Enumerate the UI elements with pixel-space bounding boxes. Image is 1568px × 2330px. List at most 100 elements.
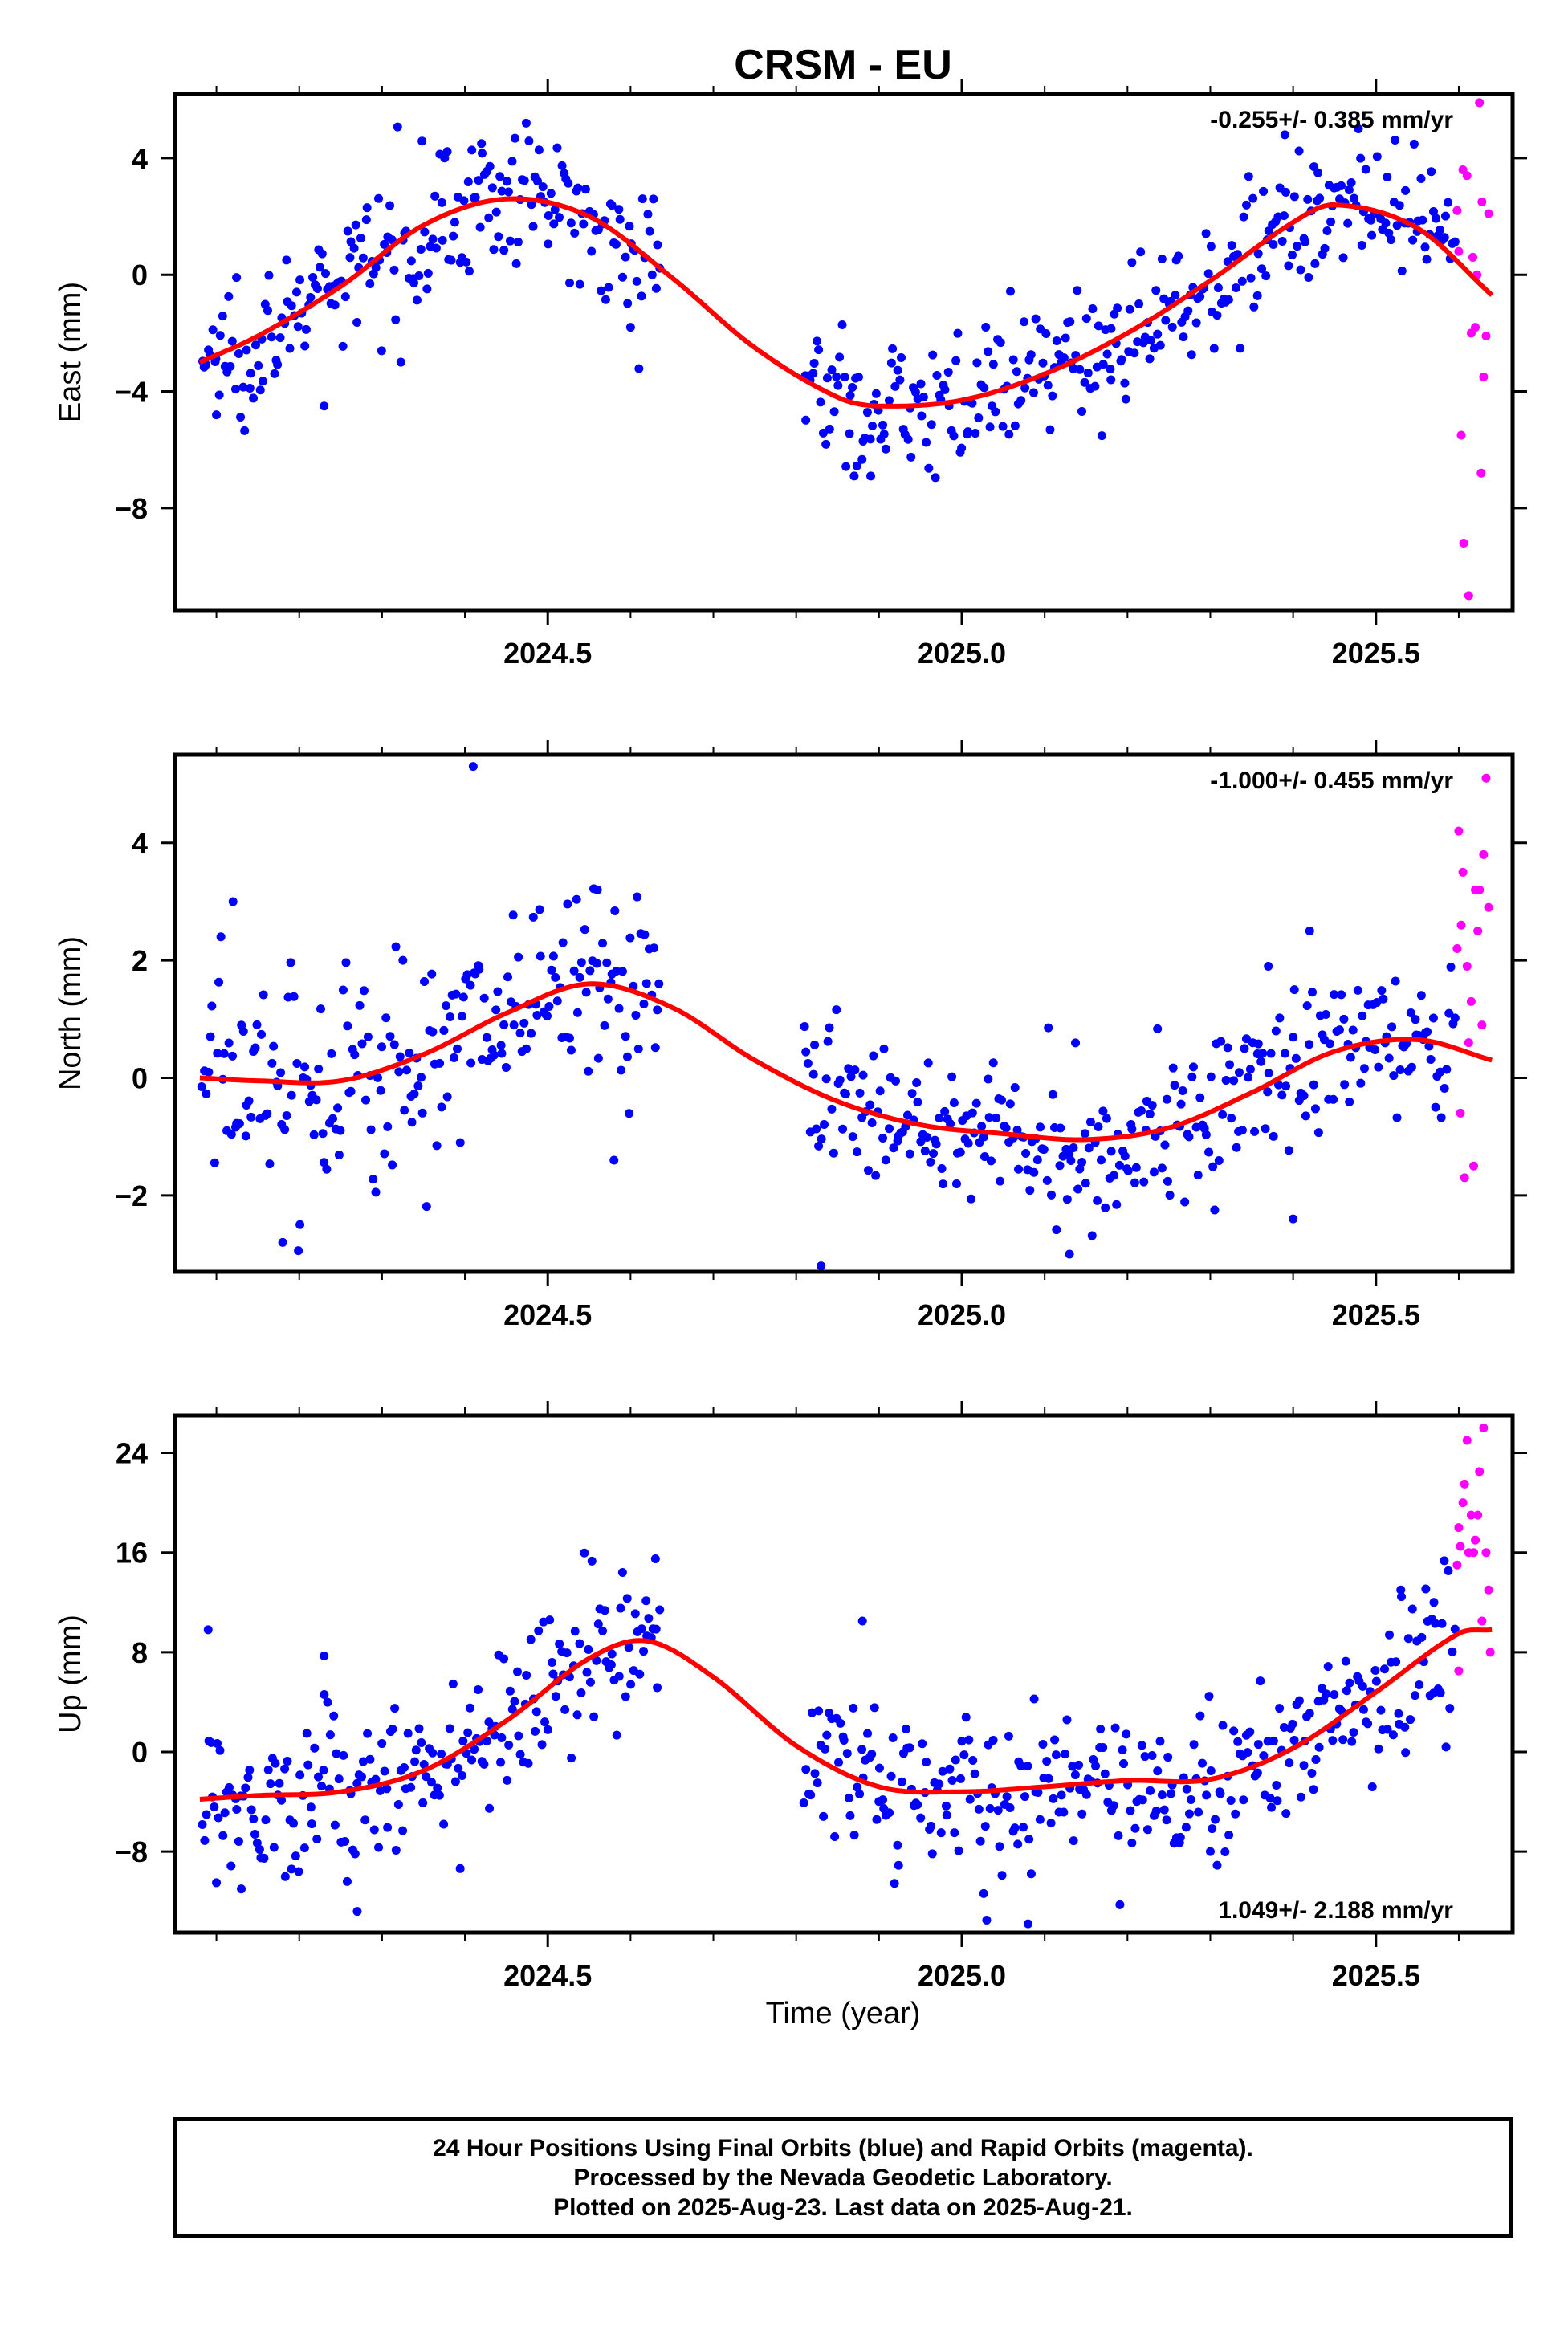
final-orbit-point — [269, 1041, 279, 1051]
final-orbit-point — [391, 942, 401, 951]
final-orbit-point — [830, 1831, 840, 1841]
final-orbit-point — [974, 413, 984, 422]
final-orbit-point — [910, 387, 920, 397]
x-tick-label: 2024.5 — [503, 1298, 592, 1331]
final-orbit-point — [855, 1789, 865, 1798]
final-orbit-point — [1310, 259, 1320, 268]
final-orbit-point — [511, 259, 521, 268]
panel-north: 2024.5 2025.0 2025.5 −2 0 2 4 North (mm) -1.000+… — [54, 740, 1527, 1331]
final-orbit-point — [1383, 1725, 1392, 1734]
final-orbit-point — [852, 1147, 861, 1157]
final-orbit-point — [1337, 181, 1346, 190]
final-orbit-point — [1328, 1736, 1338, 1745]
final-orbit-point — [832, 1005, 841, 1015]
final-orbit-point — [1016, 1762, 1026, 1771]
final-orbit-point — [1366, 215, 1375, 225]
final-orbit-point — [1187, 350, 1196, 360]
final-orbit-point — [893, 365, 902, 375]
final-orbit-point — [967, 1194, 976, 1204]
final-orbit-point — [615, 214, 625, 224]
final-orbit-point — [226, 361, 235, 371]
final-orbit-point — [1349, 1728, 1358, 1737]
final-orbit-point — [434, 1790, 444, 1800]
final-orbit-point — [467, 1755, 477, 1765]
final-orbit-point — [1130, 348, 1139, 358]
final-orbit-point — [342, 1876, 352, 1886]
final-orbit-point — [250, 1043, 260, 1053]
final-orbit-point — [801, 1765, 811, 1774]
rapid-orbit-point — [1485, 1648, 1495, 1657]
rapid-orbit-point — [1475, 98, 1485, 108]
rapid-orbit-point — [1476, 468, 1486, 478]
final-orbit-point — [564, 1033, 574, 1043]
final-orbit-point — [210, 1802, 219, 1811]
final-orbit-point — [814, 345, 824, 355]
final-orbit-point — [1181, 1823, 1191, 1832]
final-orbit-point — [1359, 1064, 1369, 1073]
final-orbit-point — [363, 1032, 373, 1041]
final-orbit-point — [373, 1073, 382, 1082]
final-orbit-point — [1441, 1742, 1451, 1752]
final-orbit-point — [493, 987, 503, 996]
final-orbit-point — [365, 279, 375, 288]
final-orbit-point — [377, 346, 386, 356]
final-orbit-point — [621, 252, 630, 262]
final-orbit-point — [406, 1782, 416, 1792]
final-orbit-point — [246, 1805, 256, 1815]
final-orbit-point — [1338, 1735, 1348, 1745]
final-orbit-point — [1146, 1786, 1155, 1795]
final-orbit-point — [227, 336, 237, 346]
final-orbit-point — [428, 1748, 438, 1758]
final-orbit-point — [1239, 1795, 1248, 1805]
final-orbit-point — [576, 1688, 586, 1697]
y-tick-label: 0 — [132, 259, 148, 291]
final-orbit-point — [215, 331, 225, 340]
final-orbit-point — [524, 136, 534, 146]
final-orbit-point — [1120, 378, 1130, 388]
final-orbit-point — [643, 210, 653, 219]
final-orbit-point — [513, 237, 523, 246]
final-orbit-point — [275, 1778, 284, 1788]
final-orbit-point — [967, 1108, 977, 1118]
final-orbit-point — [1167, 322, 1177, 332]
final-orbit-point — [1348, 1025, 1358, 1035]
final-orbit-point — [931, 1139, 941, 1149]
final-orbit-point — [267, 1058, 277, 1068]
final-orbit-point — [411, 1745, 421, 1755]
final-orbit-point — [265, 1159, 275, 1169]
final-orbit-point — [857, 1616, 867, 1626]
final-orbit-point — [617, 272, 627, 282]
final-orbit-point — [1361, 165, 1370, 174]
final-orbit-point — [393, 1800, 403, 1810]
final-orbit-point — [1277, 237, 1287, 246]
final-orbit-point — [501, 1063, 511, 1073]
final-orbit-point — [1106, 324, 1116, 333]
final-orbit-point — [1275, 1704, 1285, 1713]
final-orbit-point — [1020, 1792, 1030, 1802]
final-orbit-point — [810, 1769, 820, 1778]
final-orbit-point — [1138, 1795, 1147, 1805]
final-orbit-point — [570, 228, 580, 238]
final-orbit-point — [950, 1828, 959, 1838]
final-orbit-point — [318, 1129, 328, 1139]
final-orbit-point — [1206, 1766, 1216, 1776]
final-orbit-point — [1307, 1769, 1317, 1778]
final-orbit-point — [922, 1132, 932, 1142]
final-orbit-point — [544, 1001, 554, 1011]
final-orbit-point — [336, 1126, 345, 1135]
final-orbit-point — [320, 1689, 329, 1699]
final-orbit-point — [1005, 1802, 1015, 1812]
final-orbit-point — [258, 377, 267, 386]
final-orbit-point — [985, 1804, 995, 1814]
final-orbit-point — [610, 906, 620, 915]
final-orbit-point — [582, 1668, 592, 1677]
final-orbit-point — [462, 970, 472, 980]
final-orbit-point — [236, 413, 246, 422]
rapid-orbit-point — [1458, 1498, 1468, 1508]
final-orbit-point — [339, 1750, 348, 1760]
final-orbit-point — [1391, 976, 1400, 986]
final-orbit-point — [852, 461, 861, 470]
final-orbit-point — [317, 249, 327, 259]
final-orbit-point — [853, 373, 863, 382]
final-orbit-point — [878, 420, 888, 430]
